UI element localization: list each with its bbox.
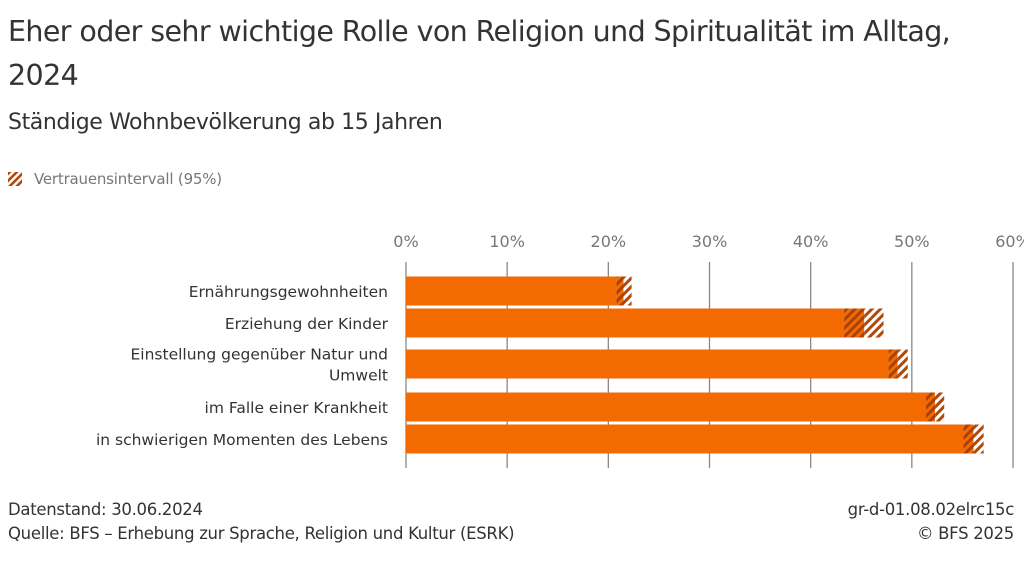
bar (406, 276, 617, 306)
legend-label: Vertrauensintervall (95%) (34, 170, 222, 188)
data-date: Datenstand: 30.06.2024 (8, 500, 203, 519)
x-tick-label: 20% (591, 232, 627, 251)
bar (406, 349, 889, 379)
ci-lower-segment (844, 308, 865, 338)
bar (406, 392, 926, 422)
ci-upper-segment (864, 308, 884, 338)
x-tick-label: 10% (489, 232, 525, 251)
x-tick-label: 50% (894, 232, 930, 251)
ci-lower-segment (616, 276, 624, 306)
x-tick-label: 40% (793, 232, 829, 251)
x-tick-label: 60% (995, 232, 1024, 251)
ci-upper-segment (623, 276, 632, 306)
bar-chart: 0% 10% 20% 30% 40% 50% 60% Ernährungsgewohnhei… (96, 232, 1024, 468)
category-label: Erziehung der Kinder (225, 315, 389, 333)
chart-title: Eher oder sehr wichtige Rolle von Religi… (8, 15, 951, 92)
legend: Vertrauensintervall (95%) (8, 170, 222, 188)
ci-upper-segment (935, 392, 945, 422)
category-label: im Falle einer Krankheit (205, 399, 388, 417)
data-source: Quelle: BFS – Erhebung zur Sprache, Reli… (8, 524, 515, 543)
category-labels: Ernährungsgewohnheiten Erziehung der Kind… (96, 283, 389, 449)
x-axis-ticks: 0% 10% 20% 30% 40% 50% 60% (393, 232, 1024, 251)
x-tick-label: 0% (393, 232, 418, 251)
chart-code: gr-d-01.08.02elrc15c (847, 500, 1015, 519)
copyright: © BFS 2025 (917, 524, 1014, 543)
bar (406, 424, 964, 454)
ci-upper-segment (973, 424, 984, 454)
chart-subtitle: Ständige Wohnbevölkerung ab 15 Jahren (8, 110, 443, 135)
category-label: Ernährungsgewohnheiten (189, 283, 388, 301)
footer-right: gr-d-01.08.02elrc15c © BFS 2025 (847, 498, 1015, 546)
x-tick-label: 30% (692, 232, 728, 251)
ci-lower-segment (888, 349, 898, 379)
ci-lower-segment (963, 424, 974, 454)
footer-left: Datenstand: 30.06.2024 Quelle: BFS – Erh… (8, 498, 515, 546)
hatched-square-icon (8, 172, 22, 186)
ci-lower-segment (925, 392, 936, 422)
bars (406, 276, 984, 454)
category-label: in schwierigen Momenten des Lebens (96, 431, 388, 449)
bar (406, 308, 845, 338)
category-label: Einstellung gegenüber Natur und Umwelt (131, 346, 389, 385)
ci-upper-segment (897, 349, 908, 379)
